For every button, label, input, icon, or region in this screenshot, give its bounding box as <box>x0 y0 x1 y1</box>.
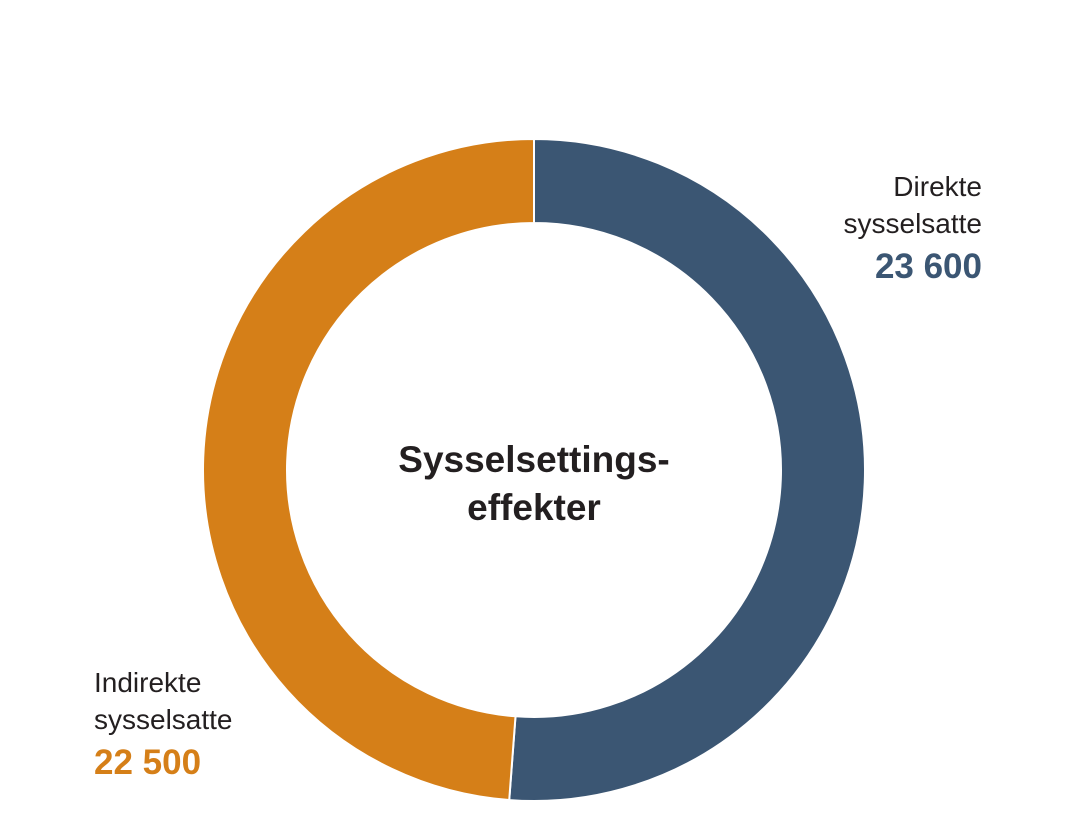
indirect-value: 22 500 <box>94 743 202 782</box>
indirect-label-line-2: sysselsatte <box>94 704 233 735</box>
slice-direct <box>508 137 866 802</box>
chart-title-line-2: effekter <box>467 487 601 528</box>
donut-slices <box>202 137 866 802</box>
direct-employment-label: Direkte sysselsatte 23 600 <box>844 168 983 290</box>
chart-title-line-1: Sysselsettings- <box>398 439 670 480</box>
indirect-label-line-1: Indirekte <box>94 667 202 698</box>
direct-value: 23 600 <box>874 247 982 286</box>
chart-title: Sysselsettings- effekter <box>334 436 734 532</box>
direct-label-line-1: Direkte <box>893 171 982 202</box>
slice-indirect <box>202 137 535 802</box>
indirect-employment-label: Indirekte sysselsatte 22 500 <box>94 664 233 786</box>
direct-label-line-2: sysselsatte <box>843 208 983 239</box>
